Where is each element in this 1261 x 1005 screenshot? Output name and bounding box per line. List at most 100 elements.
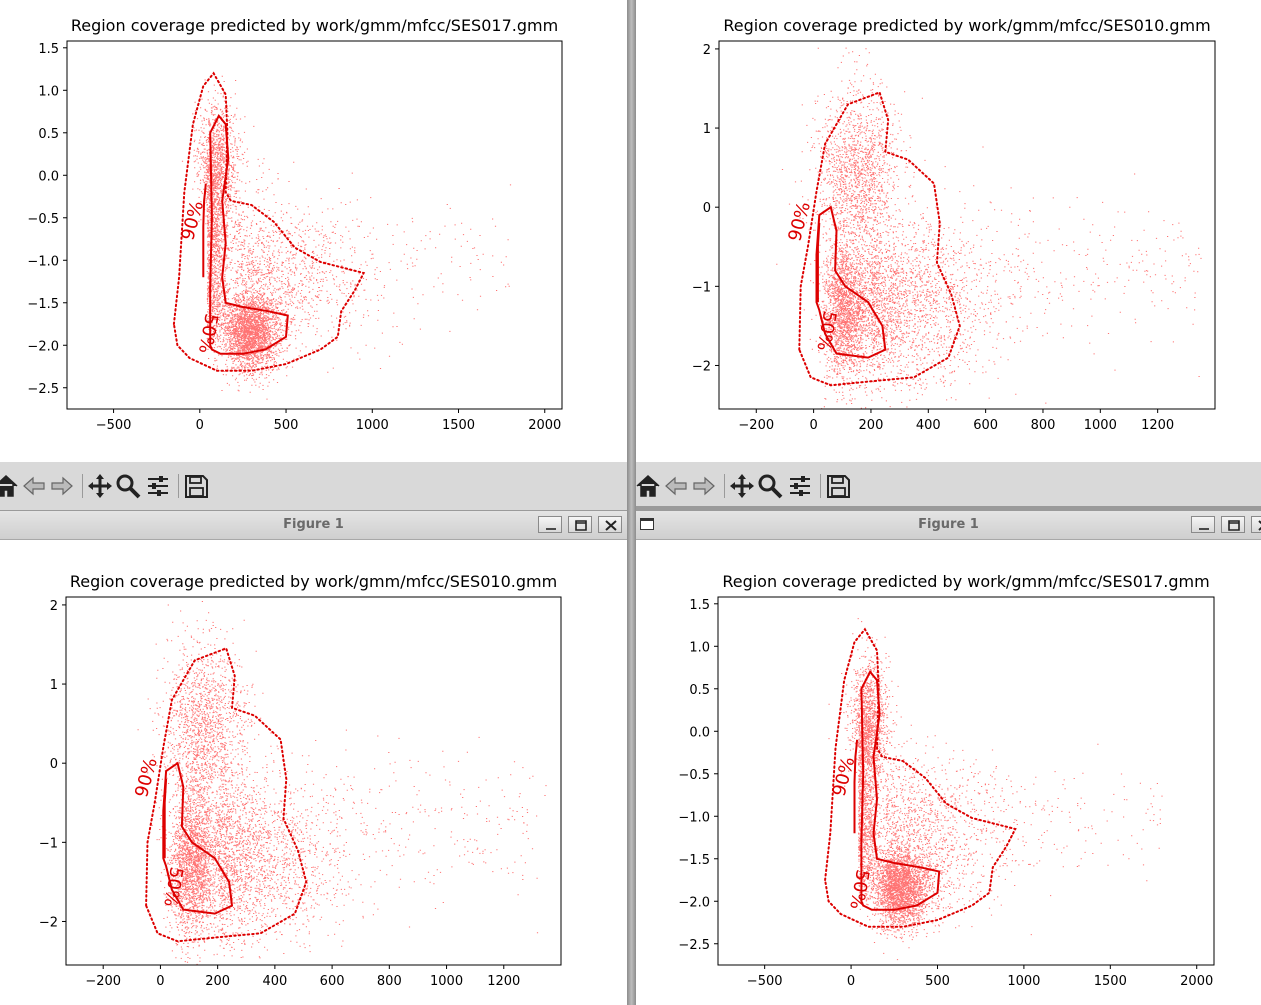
- x-tick-label: 500: [925, 974, 950, 989]
- scatter-points: [776, 47, 1202, 409]
- y-tick-label: 0: [50, 757, 58, 772]
- contour-line: [853, 739, 859, 834]
- x-tick-label: 0: [809, 418, 817, 433]
- window-divider-vertical: [627, 0, 636, 1005]
- x-tick-label: 1000: [1007, 974, 1040, 989]
- back-arrow-icon[interactable]: [662, 472, 690, 500]
- navigation-toolbar: [0, 462, 627, 510]
- chart-title: Region coverage predicted by work/gmm/mf…: [722, 572, 1209, 591]
- scatter-points: [181, 75, 512, 400]
- forward-arrow-icon[interactable]: [48, 472, 76, 500]
- window-menu-icon[interactable]: [640, 518, 654, 530]
- y-tick-label: 0: [703, 201, 711, 216]
- y-tick-label: −2: [39, 915, 58, 930]
- y-tick-label: 1.5: [689, 598, 710, 613]
- configure-subplots-icon[interactable]: [144, 472, 172, 500]
- contour-line: [816, 222, 821, 303]
- close-button[interactable]: [1251, 516, 1261, 533]
- window-titlebar[interactable]: Figure 1: [0, 511, 627, 540]
- forward-arrow-icon[interactable]: [690, 472, 718, 500]
- contour-90-outer: [824, 627, 1017, 928]
- plot-area: [137, 601, 547, 965]
- window-titlebar[interactable]: Figure 1: [636, 511, 1261, 540]
- y-tick-label: 1.0: [689, 640, 710, 655]
- toolbar-separator: [82, 474, 83, 498]
- contour-90-outer: [798, 91, 961, 387]
- toolbar-separator: [178, 474, 179, 498]
- figure-window-bottom-right: Figure 1 Region coverage predicted by wo…: [636, 511, 1261, 1005]
- x-tick-label: 0: [196, 418, 204, 433]
- y-tick-label: 1: [50, 678, 58, 693]
- contour-90-outer: [172, 71, 366, 372]
- contour-line: [163, 778, 168, 859]
- figure-window-bottom-left: Figure 1 Region coverage predicted by wo…: [0, 511, 627, 1005]
- axes-frame: [66, 40, 563, 410]
- x-tick-label: 800: [1031, 418, 1056, 433]
- x-tick-label: 200: [205, 974, 230, 989]
- navigation-toolbar: [636, 462, 1261, 506]
- y-tick-label: −0.5: [678, 768, 710, 783]
- y-tick-label: 2: [703, 43, 711, 58]
- chart-title: Region coverage predicted by work/gmm/mf…: [70, 572, 557, 591]
- save-icon[interactable]: [182, 472, 210, 500]
- y-tick-label: −1.0: [27, 254, 59, 269]
- x-tick-label: −200: [85, 974, 121, 989]
- configure-subplots-icon[interactable]: [786, 472, 814, 500]
- x-tick-label: 800: [377, 974, 402, 989]
- contour-line: [202, 183, 207, 278]
- plot-area: [172, 71, 512, 400]
- scatter-points: [828, 618, 1163, 961]
- contour-label-50: 50%: [845, 868, 873, 911]
- y-tick-label: −1.0: [678, 810, 710, 825]
- y-tick-label: −1.5: [27, 297, 59, 312]
- plot-area: [824, 618, 1163, 961]
- x-tick-label: 400: [916, 418, 941, 433]
- contour-50: [860, 669, 941, 911]
- x-tick-label: 1000: [1084, 418, 1117, 433]
- pan-icon[interactable]: [86, 472, 114, 500]
- x-tick-label: 1000: [356, 418, 389, 433]
- figure-window-top-left: Region coverage predicted by work/gmm/mf…: [0, 0, 627, 510]
- x-tick-label: 0: [847, 974, 855, 989]
- back-arrow-icon[interactable]: [20, 472, 48, 500]
- contour-50: [209, 113, 289, 355]
- pan-icon[interactable]: [728, 472, 756, 500]
- minimize-button[interactable]: [538, 516, 562, 533]
- figure-window-top-right: Region coverage predicted by work/gmm/mf…: [636, 0, 1261, 506]
- minimize-button[interactable]: [1191, 516, 1215, 533]
- x-tick-label: 600: [973, 418, 998, 433]
- home-icon[interactable]: [0, 472, 20, 500]
- y-tick-label: 1.0: [38, 84, 59, 99]
- toolbar-separator: [724, 474, 725, 498]
- home-icon[interactable]: [636, 472, 662, 500]
- toolbar-separator: [820, 474, 821, 498]
- contour-50: [162, 761, 234, 915]
- window-title: Figure 1: [918, 517, 979, 532]
- zoom-icon[interactable]: [114, 472, 142, 500]
- y-tick-label: 0.5: [689, 683, 710, 698]
- chart-title: Region coverage predicted by work/gmm/mf…: [723, 16, 1210, 35]
- zoom-icon[interactable]: [756, 472, 784, 500]
- axes-frame: [717, 596, 1215, 966]
- axes-frame: [65, 596, 562, 966]
- y-tick-label: −1: [692, 280, 711, 295]
- maximize-button[interactable]: [1221, 516, 1245, 533]
- save-icon[interactable]: [824, 472, 852, 500]
- x-tick-label: 500: [274, 418, 299, 433]
- scatter-points: [137, 601, 547, 965]
- y-tick-label: −2.5: [27, 382, 59, 397]
- y-tick-label: −2.0: [27, 339, 59, 354]
- chart-3: Region coverage predicted by work/gmm/mf…: [39, 572, 562, 989]
- y-tick-label: −0.5: [27, 212, 59, 227]
- y-tick-label: 1: [703, 122, 711, 137]
- maximize-button[interactable]: [568, 516, 592, 533]
- close-button[interactable]: [598, 516, 622, 533]
- y-tick-label: 0.0: [689, 725, 710, 740]
- x-tick-label: 1200: [487, 974, 520, 989]
- y-tick-label: −2: [692, 359, 711, 374]
- x-tick-label: 0: [156, 974, 164, 989]
- x-tick-label: −200: [738, 418, 774, 433]
- contour-50: [815, 205, 887, 359]
- axes-frame: [718, 40, 1216, 410]
- chart-4: Region coverage predicted by work/gmm/mf…: [678, 572, 1215, 989]
